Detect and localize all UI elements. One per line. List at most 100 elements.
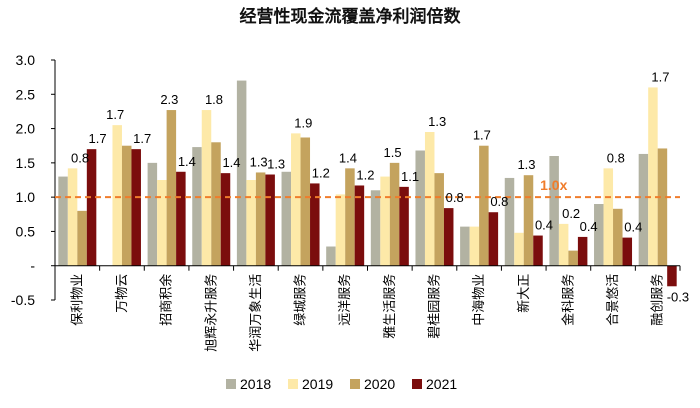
bar-2019-10 bbox=[514, 233, 524, 266]
x-tick-label: 金科服务 bbox=[560, 274, 576, 326]
data-label: 1.9 bbox=[294, 115, 312, 130]
bar-2020-12 bbox=[613, 209, 623, 266]
bar-2021-0 bbox=[87, 149, 97, 266]
bar-2021-10 bbox=[533, 236, 543, 266]
data-label: 0.4 bbox=[535, 218, 553, 233]
y-tick-label: 2.0 bbox=[16, 121, 36, 137]
bar-2018-6 bbox=[326, 247, 336, 266]
bar-2021-7 bbox=[399, 187, 409, 266]
data-label: 1.7 bbox=[473, 128, 491, 143]
reference-line-label: 1.0x bbox=[540, 177, 567, 193]
bar-2018-11 bbox=[549, 156, 559, 266]
bar-2019-13 bbox=[648, 87, 658, 265]
bar-2020-11 bbox=[568, 251, 578, 266]
x-tick-label: 华润万象生活 bbox=[249, 274, 264, 352]
x-tick-label: 碧桂园服务 bbox=[426, 274, 442, 339]
y-tick-label: 1.5 bbox=[16, 155, 36, 171]
y-tick-label: 1.0 bbox=[16, 189, 36, 205]
y-tick-label: -0.5 bbox=[11, 292, 35, 308]
x-tick-label: 融创服务 bbox=[650, 274, 666, 326]
bar-2019-12 bbox=[604, 168, 614, 265]
bar-2020-13 bbox=[658, 148, 668, 265]
legend-label: 2021 bbox=[426, 376, 457, 392]
bar-2019-5 bbox=[291, 133, 301, 265]
bar-2021-8 bbox=[444, 208, 454, 266]
data-label: 1.3 bbox=[267, 157, 285, 172]
data-label: 1.4 bbox=[339, 150, 357, 165]
data-label: 2.3 bbox=[160, 92, 178, 107]
x-tick-label: 招商积余 bbox=[159, 274, 175, 326]
bar-2019-1 bbox=[112, 125, 122, 266]
bar-2018-10 bbox=[505, 178, 515, 266]
legend: 2018 2019 2020 2021 bbox=[226, 376, 457, 392]
x-tick-label: 雅生活服务 bbox=[382, 274, 398, 339]
bar-2018-5 bbox=[282, 172, 292, 266]
bar-2020-7 bbox=[390, 163, 400, 266]
bar-2020-9 bbox=[479, 146, 489, 266]
data-label: 0.2 bbox=[562, 206, 580, 221]
data-label: 1.4 bbox=[222, 155, 240, 170]
legend-swatch-2020 bbox=[350, 379, 360, 389]
bar-2018-0 bbox=[58, 177, 67, 266]
data-label: 1.7 bbox=[89, 131, 107, 146]
x-tick-label: 绿城服务 bbox=[293, 274, 309, 326]
bar-2018-7 bbox=[371, 190, 381, 265]
bar-2021-3 bbox=[221, 173, 231, 266]
legend-swatch-2018 bbox=[226, 379, 236, 389]
data-label: 0.8 bbox=[71, 150, 89, 165]
bar-2021-13 bbox=[667, 266, 677, 287]
data-label: 1.3 bbox=[428, 114, 446, 129]
data-label: 1.4 bbox=[178, 154, 196, 169]
bar-2019-0 bbox=[68, 168, 78, 265]
bar-2021-4 bbox=[265, 175, 275, 266]
x-tick-label: 新大正 bbox=[516, 274, 532, 313]
bar-2020-1 bbox=[122, 146, 132, 266]
data-label: 1.1 bbox=[401, 169, 419, 184]
data-label: 0.4 bbox=[624, 220, 642, 235]
y-tick-label: - bbox=[30, 258, 35, 274]
y-tick-label: 0.5 bbox=[16, 223, 36, 239]
bar-2018-12 bbox=[594, 204, 604, 266]
y-axis: 3.0 2.5 2.0 1.5 1.0 0.5 - -0.5 bbox=[11, 52, 55, 308]
y-tick-label: 3.0 bbox=[16, 52, 36, 68]
legend-label: 2020 bbox=[364, 376, 395, 392]
bar-2019-9 bbox=[470, 227, 480, 266]
bar-2020-10 bbox=[524, 175, 534, 266]
x-axis: 保利物业 万物云 招商积余 旭辉永升服务 华润万象生活 绿城服务 远洋服务 雅生活服务 碧桂园服… bbox=[70, 266, 680, 352]
data-label: 1.3 bbox=[250, 154, 268, 169]
data-label: 0.8 bbox=[446, 190, 464, 205]
x-tick-label: 合景悠活 bbox=[606, 274, 621, 326]
bar-2021-9 bbox=[489, 212, 499, 265]
x-tick-label: 保利物业 bbox=[70, 274, 85, 326]
bar-2018-2 bbox=[148, 163, 158, 266]
data-label: 1.2 bbox=[356, 167, 374, 182]
plot-area: 1.0x0.81.71.71.72.31.41.81.4 1.3 1.31.91.2… bbox=[55, 69, 689, 304]
bar-2021-2 bbox=[176, 172, 186, 266]
bar-2018-9 bbox=[460, 227, 470, 266]
bar-2020-3 bbox=[211, 142, 221, 265]
data-label: 1.7 bbox=[133, 131, 151, 146]
x-tick-label: 旭辉永升服务 bbox=[203, 274, 219, 352]
data-label: 0.8 bbox=[607, 150, 625, 165]
data-label: 1.8 bbox=[205, 92, 223, 107]
chart: 经营性现金流覆盖净利润倍数 3.02.52.01.51.00.5--0.5 1.… bbox=[0, 0, 700, 408]
bar-2019-6 bbox=[336, 194, 346, 265]
x-tick-label: 万物云 bbox=[115, 274, 130, 313]
bar-2020-6 bbox=[345, 168, 355, 265]
bar-2018-4 bbox=[237, 81, 247, 266]
x-tick-label: 远洋服务 bbox=[337, 274, 353, 326]
bar-2019-8 bbox=[425, 132, 435, 266]
legend-label: 2019 bbox=[302, 376, 333, 392]
bar-2019-7 bbox=[380, 177, 390, 266]
bar-2021-1 bbox=[131, 149, 141, 266]
bar-2019-3 bbox=[202, 110, 212, 266]
data-label: 1.5 bbox=[384, 145, 402, 160]
bar-2020-0 bbox=[77, 211, 87, 266]
chart-title: 经营性现金流覆盖净利润倍数 bbox=[240, 6, 462, 27]
legend-swatch-2021 bbox=[412, 379, 422, 389]
bar-2021-12 bbox=[623, 238, 633, 266]
data-label: 1.7 bbox=[651, 69, 669, 84]
bar-2018-8 bbox=[415, 151, 425, 266]
bar-2020-5 bbox=[301, 137, 311, 265]
legend-label: 2018 bbox=[240, 376, 271, 392]
